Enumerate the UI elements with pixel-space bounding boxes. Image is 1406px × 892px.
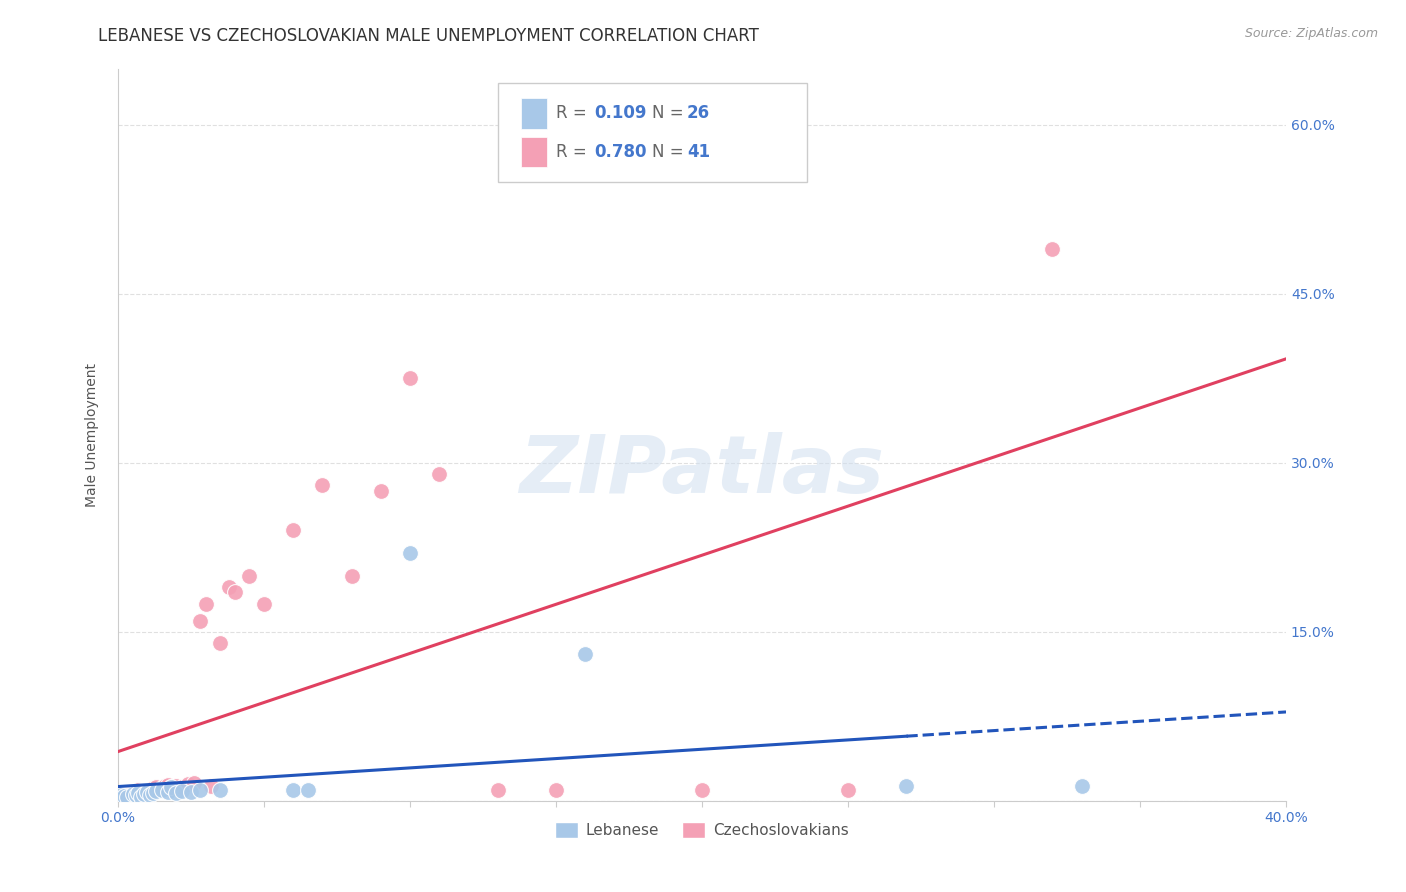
Point	[159, 780, 181, 795]
Point	[224, 585, 246, 599]
Point	[486, 782, 509, 797]
Point	[253, 597, 276, 611]
Bar	[522, 136, 547, 168]
Text: LEBANESE VS CZECHOSLOVAKIAN MALE UNEMPLOYMENT CORRELATION CHART: LEBANESE VS CZECHOSLOVAKIAN MALE UNEMPLO…	[98, 27, 759, 45]
Point	[142, 786, 165, 800]
Point	[399, 546, 422, 560]
Text: R =: R =	[555, 143, 592, 161]
Point	[165, 779, 187, 793]
Point	[690, 782, 713, 797]
Point	[399, 371, 422, 385]
Point	[188, 782, 211, 797]
Point	[127, 782, 149, 797]
Point	[427, 467, 450, 482]
Point	[194, 597, 217, 611]
Legend: Lebanese, Czechoslovakians: Lebanese, Czechoslovakians	[550, 816, 855, 845]
Point	[142, 781, 165, 796]
Point	[283, 782, 305, 797]
Bar	[522, 98, 547, 128]
Point	[139, 782, 162, 797]
Point	[136, 785, 159, 799]
Point	[238, 568, 260, 582]
Point	[837, 782, 859, 797]
Point	[145, 783, 167, 797]
Point	[134, 787, 156, 801]
Point	[148, 782, 170, 797]
Point	[134, 787, 156, 801]
Point	[124, 785, 146, 799]
Point	[112, 789, 135, 804]
Point	[183, 776, 205, 790]
Point	[896, 779, 918, 793]
Point	[311, 478, 333, 492]
Point	[156, 778, 179, 792]
Point	[159, 780, 181, 795]
Point	[136, 785, 159, 799]
Text: 41: 41	[688, 143, 710, 161]
Point	[139, 789, 162, 803]
Point	[124, 789, 146, 803]
Point	[200, 779, 222, 793]
Y-axis label: Male Unemployment: Male Unemployment	[86, 363, 100, 507]
Point	[544, 782, 567, 797]
Text: N =: N =	[652, 143, 689, 161]
Point	[121, 787, 143, 801]
Point	[112, 789, 135, 803]
Point	[121, 786, 143, 800]
Point	[150, 782, 173, 797]
FancyBboxPatch shape	[498, 83, 807, 182]
Point	[145, 780, 167, 795]
Point	[297, 782, 319, 797]
Point	[110, 790, 132, 805]
Point	[283, 524, 305, 538]
Point	[165, 786, 187, 800]
Point	[172, 780, 194, 795]
Point	[1070, 779, 1092, 793]
Point	[188, 614, 211, 628]
Point	[180, 785, 202, 799]
Text: 0.780: 0.780	[595, 143, 647, 161]
Point	[118, 787, 141, 801]
Text: Source: ZipAtlas.com: Source: ZipAtlas.com	[1244, 27, 1378, 40]
Point	[131, 783, 153, 797]
Point	[218, 580, 240, 594]
Point	[156, 785, 179, 799]
Point	[150, 781, 173, 796]
Point	[153, 779, 176, 793]
Text: 26: 26	[688, 104, 710, 122]
Point	[209, 782, 232, 797]
Point	[1042, 242, 1064, 256]
Point	[115, 789, 138, 804]
Point	[115, 790, 138, 805]
Point	[340, 568, 363, 582]
Text: ZIPatlas: ZIPatlas	[520, 433, 884, 510]
Point	[370, 483, 392, 498]
Point	[177, 777, 200, 791]
Point	[574, 648, 596, 662]
Point	[209, 636, 232, 650]
Text: N =: N =	[652, 104, 689, 122]
Point	[110, 789, 132, 803]
Point	[131, 790, 153, 805]
Point	[172, 783, 194, 797]
Text: R =: R =	[555, 104, 592, 122]
Text: 0.109: 0.109	[595, 104, 647, 122]
Point	[127, 786, 149, 800]
